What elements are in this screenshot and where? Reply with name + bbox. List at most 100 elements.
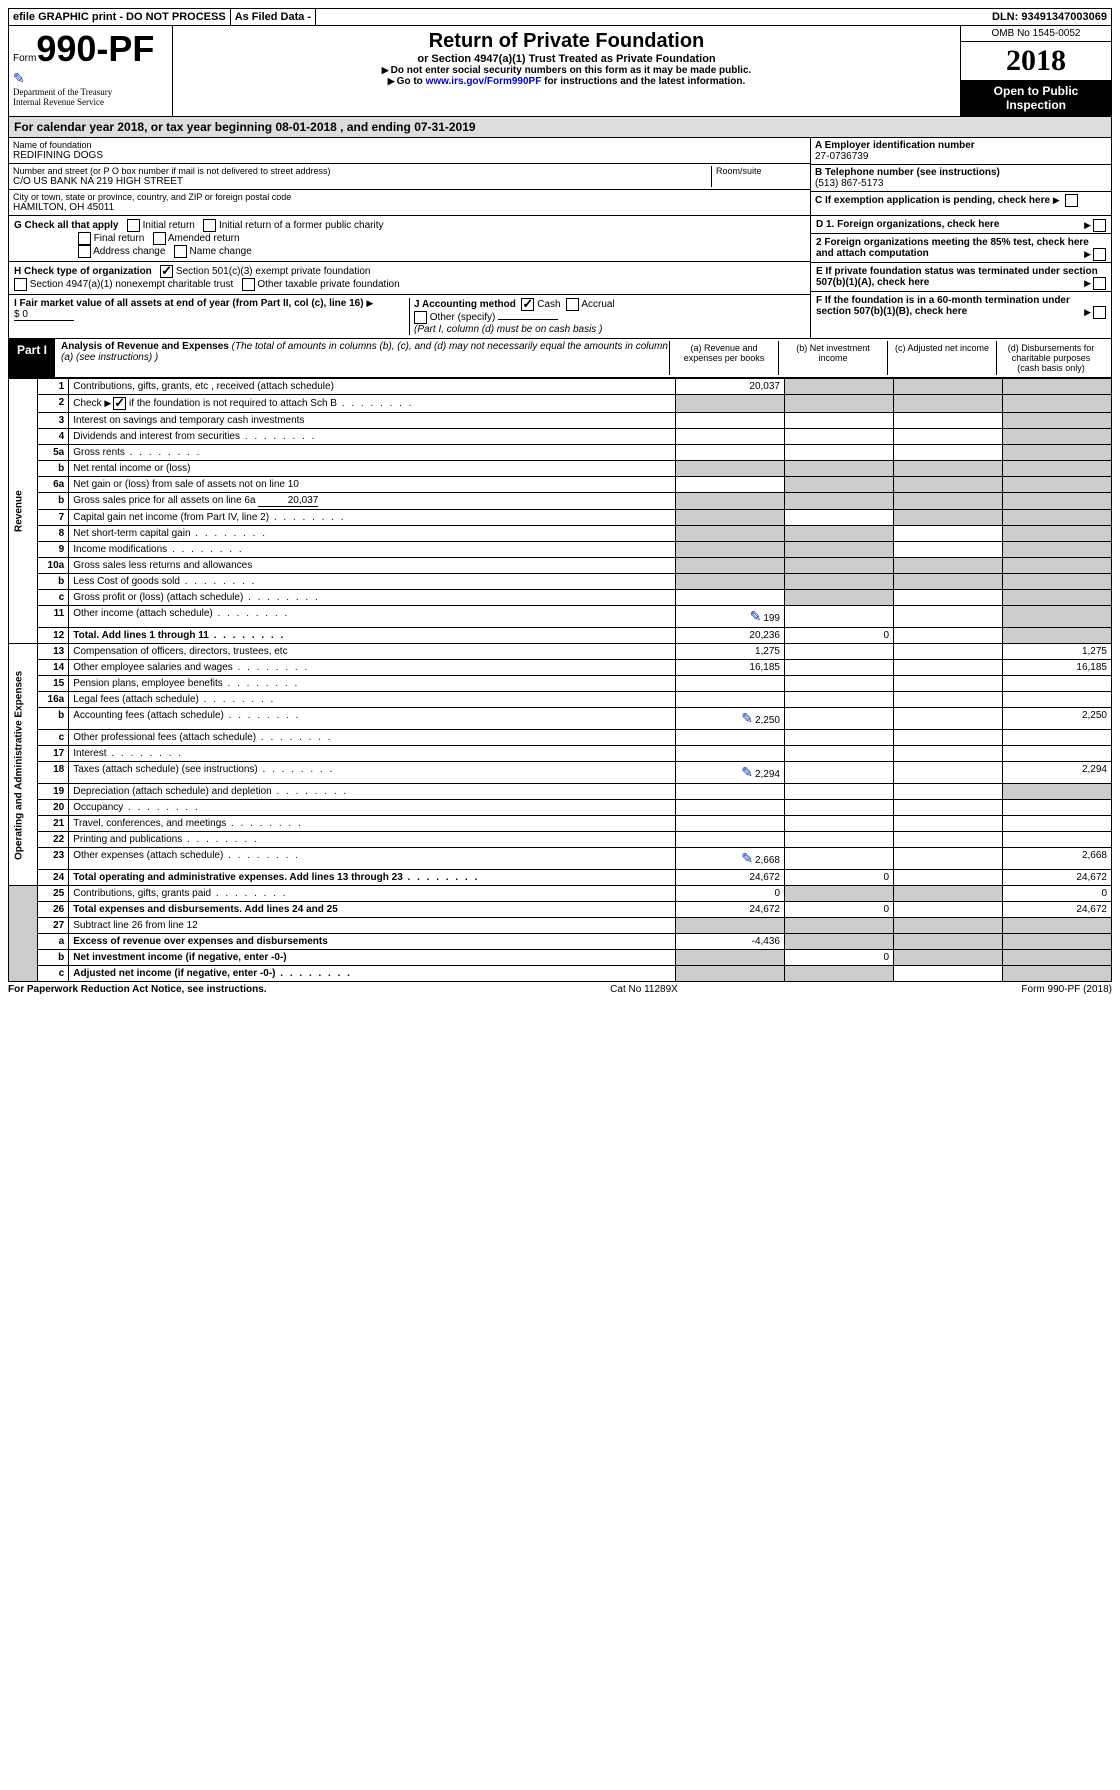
instruction-2: Go to www.irs.gov/Form990PF for instruct… <box>177 76 956 87</box>
main-title: Return of Private Foundation <box>177 30 956 53</box>
subtitle: or Section 4947(a)(1) Trust Treated as P… <box>177 53 956 65</box>
form-header: Form990-PF Department of the Treasury In… <box>8 26 1112 117</box>
table-row: 22Printing and publications <box>9 832 1112 848</box>
tax-year: 2018 <box>961 42 1111 80</box>
instruction-1: Do not enter social security numbers on … <box>177 65 956 76</box>
omb-number: OMB No 1545-0052 <box>961 26 1111 42</box>
col-d-head: (d) Disbursements for charitable purpose… <box>996 341 1105 375</box>
sch-b-checkbox[interactable] <box>113 397 126 410</box>
table-row: Operating and Administrative Expenses 13… <box>9 644 1112 660</box>
form-label: Form <box>13 53 36 64</box>
expenses-side-label: Operating and Administrative Expenses <box>9 644 38 886</box>
table-row: 25Contributions, gifts, grants paid00 <box>9 886 1112 902</box>
table-row: bLess Cost of goods sold <box>9 574 1112 590</box>
cat-no: Cat No 11289X <box>610 984 678 995</box>
table-row: cAdjusted net income (if negative, enter… <box>9 966 1112 982</box>
room-suite: Room/suite <box>711 166 806 187</box>
table-row: bAccounting fees (attach schedule)2,2502… <box>9 708 1112 730</box>
table-row: 27Subtract line 26 from line 12 <box>9 918 1112 934</box>
table-row: 7Capital gain net income (from Part IV, … <box>9 510 1112 526</box>
efile-notice: efile GRAPHIC print - DO NOT PROCESS <box>9 9 231 25</box>
dept-treasury: Department of the Treasury <box>13 87 168 97</box>
table-row: 4Dividends and interest from securities <box>9 429 1112 445</box>
table-row: 10aGross sales less returns and allowanc… <box>9 558 1112 574</box>
table-row: 26Total expenses and disbursements. Add … <box>9 902 1112 918</box>
table-row: Revenue 1Contributions, gifts, grants, e… <box>9 379 1112 395</box>
table-row: 2Check if the foundation is not required… <box>9 395 1112 413</box>
paperwork-notice: For Paperwork Reduction Act Notice, see … <box>8 984 267 995</box>
form-version: Form 990-PF (2018) <box>1021 984 1112 995</box>
dept-irs: Internal Revenue Service <box>13 97 168 107</box>
part-label: Part I <box>9 339 55 377</box>
table-row: 12Total. Add lines 1 through 1120,2360 <box>9 628 1112 644</box>
checks-section: G Check all that apply Initial return In… <box>8 216 1112 339</box>
part1-table: Revenue 1Contributions, gifts, grants, e… <box>8 378 1112 982</box>
fmv-value: $ 0 <box>14 309 74 321</box>
table-row: 21Travel, conferences, and meetings <box>9 816 1112 832</box>
calendar-year-row: For calendar year 2018, or tax year begi… <box>8 117 1112 138</box>
h-checks: H Check type of organization Section 501… <box>9 262 810 295</box>
table-row: 23Other expenses (attach schedule)2,6682… <box>9 848 1112 870</box>
table-row: bNet rental income or (loss) <box>9 461 1112 477</box>
table-row: 11Other income (attach schedule)199 <box>9 606 1112 628</box>
table-row: bNet investment income (if negative, ent… <box>9 950 1112 966</box>
pencil-icon <box>13 70 168 87</box>
col-a-head: (a) Revenue and expenses per books <box>669 341 778 375</box>
form-id-box: Form990-PF Department of the Treasury In… <box>9 26 173 116</box>
page-footer: For Paperwork Reduction Act Notice, see … <box>8 982 1112 997</box>
table-row: 16aLegal fees (attach schedule) <box>9 692 1112 708</box>
table-row: 8Net short-term capital gain <box>9 526 1112 542</box>
e-check: E If private foundation status was termi… <box>811 263 1111 292</box>
table-row: cOther professional fees (attach schedul… <box>9 730 1112 746</box>
i-j-row: I Fair market value of all assets at end… <box>9 295 810 338</box>
pencil-icon[interactable] <box>750 613 764 624</box>
table-row: cGross profit or (loss) (attach schedule… <box>9 590 1112 606</box>
table-row: 15Pension plans, employee benefits <box>9 676 1112 692</box>
table-row: 3Interest on savings and temporary cash … <box>9 413 1112 429</box>
table-row: 14Other employee salaries and wages16,18… <box>9 660 1112 676</box>
foundation-name: REDIFINING DOGS <box>13 150 806 161</box>
phone: (513) 867-5173 <box>815 178 1107 189</box>
g-checks: G Check all that apply Initial return In… <box>9 216 810 262</box>
exemption-pending: C If exemption application is pending, c… <box>811 192 1111 209</box>
phone-box: B Telephone number (see instructions) (5… <box>811 165 1111 192</box>
pencil-icon[interactable] <box>741 715 755 726</box>
table-row: 20Occupancy <box>9 800 1112 816</box>
irs-link[interactable]: www.irs.gov/Form990PF <box>426 76 542 87</box>
address-box: Number and street (or P O box number if … <box>13 166 711 187</box>
table-row: 17Interest <box>9 746 1112 762</box>
col-b-head: (b) Net investment income <box>778 341 887 375</box>
ein-box: A Employer identification number 27-0736… <box>811 138 1111 165</box>
pencil-icon[interactable] <box>741 855 755 866</box>
501c3-checkbox[interactable] <box>160 265 173 278</box>
table-row: 24Total operating and administrative exp… <box>9 870 1112 886</box>
top-bar: efile GRAPHIC print - DO NOT PROCESS As … <box>8 8 1112 26</box>
city-box: City or town, state or province, country… <box>9 190 810 215</box>
public-inspection: Open to Public Inspection <box>961 80 1111 116</box>
f-check: F If the foundation is in a 60-month ter… <box>811 292 1111 320</box>
revenue-side-label: Revenue <box>9 379 38 644</box>
exemption-checkbox[interactable] <box>1065 194 1078 207</box>
table-row: bGross sales price for all assets on lin… <box>9 493 1112 510</box>
d2-check: 2 Foreign organizations meeting the 85% … <box>811 234 1111 263</box>
year-box: OMB No 1545-0052 2018 Open to Public Ins… <box>961 26 1111 116</box>
table-row: 9Income modifications <box>9 542 1112 558</box>
as-filed: As Filed Data - <box>231 9 316 25</box>
title-box: Return of Private Foundation or Section … <box>173 26 961 116</box>
col-c-head: (c) Adjusted net income <box>887 341 996 375</box>
table-row: 5aGross rents <box>9 445 1112 461</box>
part1-header: Part I Analysis of Revenue and Expenses … <box>8 339 1112 378</box>
cash-checkbox[interactable] <box>521 298 534 311</box>
table-row: 19Depreciation (attach schedule) and dep… <box>9 784 1112 800</box>
city: HAMILTON, OH 45011 <box>13 202 806 213</box>
table-row: aExcess of revenue over expenses and dis… <box>9 934 1112 950</box>
dln: DLN: 93491347003069 <box>988 9 1111 25</box>
pencil-icon[interactable] <box>741 769 755 780</box>
table-row: 6aNet gain or (loss) from sale of assets… <box>9 477 1112 493</box>
org-info: Name of foundation REDIFINING DOGS Numbe… <box>8 138 1112 216</box>
ein: 27-0736739 <box>815 151 1107 162</box>
address: C/O US BANK NA 219 HIGH STREET <box>13 176 711 187</box>
table-row: 18Taxes (attach schedule) (see instructi… <box>9 762 1112 784</box>
form-number: 990-PF <box>36 28 154 69</box>
foundation-name-box: Name of foundation REDIFINING DOGS <box>9 138 810 164</box>
